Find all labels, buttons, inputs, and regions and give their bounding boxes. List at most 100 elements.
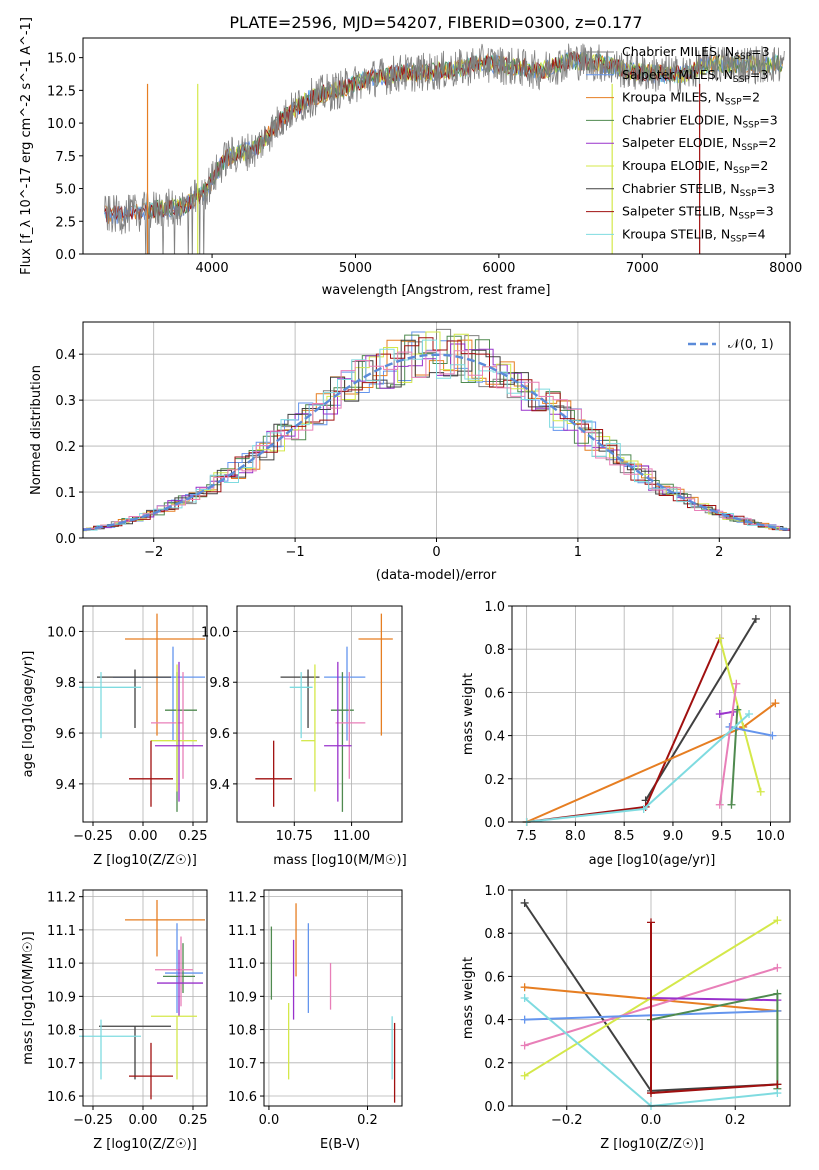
age-mass-frame: [236, 605, 403, 823]
y-tick-label: 9.8: [209, 676, 230, 691]
y-tick-label: 0.0: [484, 816, 505, 831]
y-tick-label: 0.2: [484, 773, 505, 788]
age-z-frame: [82, 605, 208, 823]
y-tick-label: 12.5: [47, 84, 76, 99]
x-tick-label: 8000: [769, 261, 802, 276]
y-tick-label: 9.4: [55, 778, 76, 793]
weight-age-line: [730, 709, 739, 805]
legend-model-name: Kroupa MILES: [622, 90, 708, 105]
x-axis-label: mass [log10(M/M☉)]: [273, 853, 406, 868]
x-tick-label: 9.5: [711, 829, 732, 844]
y-tick-label: 5.0: [55, 183, 76, 198]
x-tick-label: 10.0: [756, 829, 785, 844]
y-tick-label: 11.0: [228, 957, 257, 972]
x-tick-label: 0.25: [179, 829, 208, 844]
legend-model-name: Kroupa STELIB: [622, 226, 713, 241]
x-axis-label: age [log10(age/yr)]: [589, 853, 716, 868]
weight-age-marker: [715, 710, 724, 718]
weight-age-marker: [771, 699, 780, 708]
weight-age-marker: [639, 805, 648, 814]
legend-label: Chabrier STELIB, NSSP=3: [622, 181, 775, 199]
weight-z-marker: [773, 963, 782, 972]
normal-curve: [83, 353, 790, 532]
y-tick-label: 10.0: [201, 625, 230, 640]
y-tick-label: 0.8: [484, 643, 505, 658]
y-tick-label: 11.2: [47, 891, 76, 906]
weight-age-marker: [745, 710, 754, 718]
weight-age-line: [526, 637, 721, 823]
weight-z-marker: [773, 916, 782, 925]
weight-z-marker: [647, 1089, 655, 1098]
x-tick-label: 7.5: [516, 829, 537, 844]
x-tick-label: −2: [144, 545, 163, 560]
y-tick-label: 10.0: [47, 117, 76, 132]
y-tick-label: 7.5: [55, 150, 76, 165]
axes-age-vs-mass: [233, 606, 402, 826]
axes-age-vs-z: [79, 606, 207, 826]
x-tick-label: 2: [715, 545, 723, 560]
weight-age-marker: [732, 679, 741, 688]
legend-label: Salpeter ELODIE, NSSP=2: [622, 135, 776, 153]
legend-nssp: 2: [769, 135, 777, 150]
legend-label: Kroupa MILES, NSSP=2: [622, 90, 760, 108]
spectrum-frame: [82, 37, 791, 255]
legend-nssp: 3: [762, 44, 770, 59]
y-axis-label: Normed distribution: [29, 365, 44, 495]
mass-z-frame: [82, 889, 208, 1107]
histogram-steps: [83, 328, 790, 533]
legend-nssp: 2: [760, 158, 768, 173]
weight-age-marker: [715, 634, 724, 643]
chart-title: PLATE=2596, MJD=54207, FIBERID=0300, z=0…: [229, 13, 642, 32]
legend-label: Salpeter MILES, NSSP=3: [622, 67, 768, 85]
weight-age-marker: [715, 800, 724, 809]
y-tick-label: 1.0: [484, 884, 505, 899]
y-axis-label: Flux [f_λ 10^-17 erg cm^-2 s^-1 A^-1]: [19, 17, 34, 275]
weight-age-line: [718, 683, 738, 805]
x-axis-label: Z [log10(Z/Z☉)]: [93, 853, 197, 868]
axes-mass-vs-z: [79, 890, 207, 1110]
x-tick-label: 0.2: [357, 1113, 378, 1128]
legend-label: Kroupa ELODIE, NSSP=2: [622, 158, 768, 176]
legend-model-name: Chabrier STELIB: [622, 181, 722, 196]
x-tick-label: 0.0: [641, 1113, 662, 1128]
y-tick-label: 9.4: [209, 778, 230, 793]
legend-label: Kroupa STELIB, NSSP=4: [622, 226, 766, 244]
y-tick-label: 10.7: [47, 1057, 76, 1072]
y-axis-label: mass weight: [461, 673, 476, 755]
y-tick-label: 10.9: [228, 990, 257, 1005]
legend-nssp: 3: [766, 204, 774, 219]
y-tick-label: 9.8: [55, 676, 76, 691]
y-tick-label: 15.0: [47, 52, 76, 67]
legend-nssp: 4: [758, 226, 766, 241]
legend-model-name: Kroupa ELODIE: [622, 158, 716, 173]
y-tick-label: 2.5: [55, 215, 76, 230]
legend-model-name: Salpeter ELODIE: [622, 135, 724, 150]
y-tick-label: 11.1: [47, 924, 76, 939]
y-tick-label: 0.4: [484, 1014, 505, 1029]
legend-nssp: 3: [770, 112, 778, 127]
spectrum-lines: [104, 43, 785, 254]
weight-z-marker: [647, 918, 655, 927]
x-tick-label: 0.0: [259, 1113, 280, 1128]
y-tick-label: 0.0: [55, 248, 76, 263]
y-tick-label: 11.0: [47, 957, 76, 972]
y-tick-label: 0.0: [55, 532, 76, 547]
weight-age-marker: [751, 614, 760, 623]
y-tick-label: 0.1: [55, 486, 76, 501]
weight-z-line: [650, 922, 778, 1095]
legend-label: Chabrier MILES, NSSP=3: [622, 44, 770, 62]
x-axis-label: wavelength [Angstrom, rest frame]: [322, 283, 551, 298]
y-tick-label: 10.8: [228, 1024, 257, 1039]
x-tick-label: 0.2: [725, 1113, 746, 1128]
axes-spectrum: [79, 57, 787, 258]
legend-nssp: 3: [767, 181, 775, 196]
x-tick-label: 4000: [196, 261, 229, 276]
weight-age-marker: [756, 787, 765, 796]
x-tick-label: 5000: [339, 261, 372, 276]
weight-age-marker: [768, 731, 777, 740]
y-tick-label: 0.8: [484, 927, 505, 942]
legend-model-name: Chabrier MILES: [622, 44, 717, 59]
y-tick-label: 1.0: [484, 600, 505, 615]
x-tick-label: −1: [286, 545, 305, 560]
